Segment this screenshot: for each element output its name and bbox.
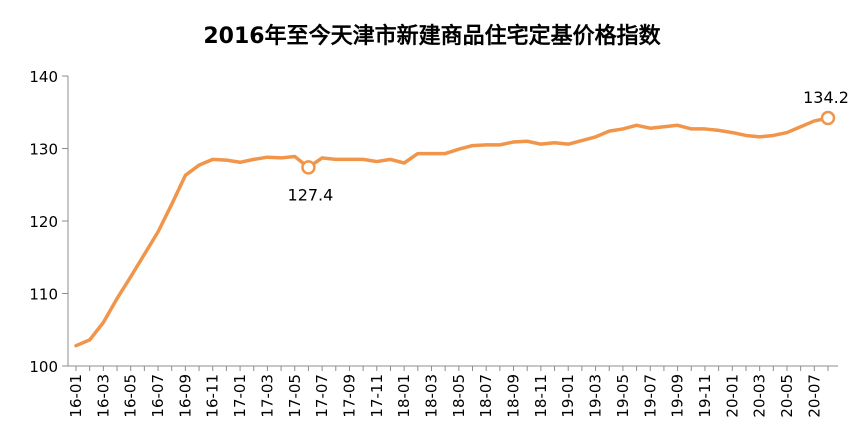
data-point bbox=[745, 134, 747, 136]
data-point bbox=[513, 141, 515, 143]
x-tick-label: 16-07 bbox=[149, 374, 167, 418]
data-point bbox=[472, 145, 474, 147]
data-point bbox=[540, 143, 542, 145]
data-point bbox=[567, 143, 569, 145]
x-tick-label: 17-05 bbox=[286, 374, 304, 418]
data-point bbox=[772, 134, 774, 136]
x-tick-label: 19-01 bbox=[559, 374, 577, 418]
data-point bbox=[239, 161, 241, 163]
data-point bbox=[430, 153, 432, 155]
x-tick-label: 18-05 bbox=[450, 374, 468, 418]
x-tick-label: 18-01 bbox=[395, 374, 413, 418]
data-point bbox=[458, 148, 460, 150]
x-tick-label: 19-05 bbox=[614, 374, 632, 418]
y-axis: 100 110 120 130 140 bbox=[29, 68, 69, 376]
x-tick-label: 16-03 bbox=[94, 374, 112, 418]
data-point bbox=[143, 253, 145, 255]
x-tick-label: 16-01 bbox=[67, 374, 85, 418]
data-point bbox=[403, 162, 405, 164]
data-point bbox=[608, 130, 610, 132]
y-tick-label: 100 bbox=[29, 358, 58, 376]
data-point bbox=[704, 128, 706, 130]
data-point bbox=[786, 132, 788, 134]
data-point bbox=[280, 157, 282, 159]
x-tick-label: 19-03 bbox=[587, 374, 605, 418]
y-tick-label: 130 bbox=[29, 141, 58, 159]
x-tick-label: 16-09 bbox=[176, 374, 194, 418]
data-point bbox=[376, 161, 378, 163]
data-point bbox=[321, 157, 323, 159]
data-point bbox=[266, 156, 268, 158]
x-tick-label: 17-01 bbox=[231, 374, 249, 418]
x-tick-label: 20-07 bbox=[805, 374, 823, 418]
x-tick-label: 18-11 bbox=[532, 374, 550, 418]
y-tick-label: 140 bbox=[29, 68, 58, 86]
data-point bbox=[622, 128, 624, 130]
x-tick-label: 17-09 bbox=[340, 374, 358, 418]
x-tick-label: 17-03 bbox=[258, 374, 276, 418]
data-point bbox=[718, 129, 720, 131]
data-point bbox=[663, 126, 665, 128]
x-tick-label: 18-09 bbox=[505, 374, 523, 418]
x-tick-label: 20-05 bbox=[778, 374, 796, 418]
data-point bbox=[348, 158, 350, 160]
series-line bbox=[74, 116, 830, 348]
data-point bbox=[554, 142, 556, 144]
x-tick-label: 17-07 bbox=[313, 374, 331, 418]
data-point bbox=[212, 158, 214, 160]
x-tick-label: 18-07 bbox=[477, 374, 495, 418]
data-point bbox=[526, 140, 528, 142]
x-tick-label: 17-11 bbox=[368, 374, 386, 418]
x-axis: 16-01 16-03 16-05 16-07 16-09 16-11 17-01 17-03… bbox=[67, 365, 838, 418]
data-point bbox=[581, 140, 583, 142]
data-point bbox=[417, 153, 419, 155]
data-point bbox=[485, 144, 487, 146]
series bbox=[74, 116, 830, 348]
data-point bbox=[444, 153, 446, 155]
data-point bbox=[362, 158, 364, 160]
data-point bbox=[198, 164, 200, 166]
data-point bbox=[102, 322, 104, 323]
data-point bbox=[813, 120, 815, 122]
data-point bbox=[759, 136, 761, 138]
x-tick-label: 19-11 bbox=[696, 374, 714, 418]
x-tick-label: 19-09 bbox=[669, 374, 687, 418]
data-point bbox=[171, 203, 173, 205]
data-point bbox=[800, 126, 802, 128]
data-point bbox=[253, 158, 255, 160]
annotations: 127.4 134.2 bbox=[288, 88, 849, 204]
highlight-marker bbox=[301, 160, 316, 175]
data-point bbox=[595, 136, 597, 138]
data-point bbox=[690, 128, 692, 130]
data-point bbox=[649, 127, 651, 129]
data-point bbox=[130, 276, 132, 278]
x-tick-label: 16-11 bbox=[204, 374, 222, 418]
x-tick-label: 16-05 bbox=[122, 374, 140, 418]
data-point bbox=[225, 159, 227, 161]
x-tick-label: 19-07 bbox=[641, 374, 659, 418]
data-point bbox=[75, 345, 77, 347]
data-point bbox=[335, 158, 337, 160]
highlight-marker bbox=[820, 110, 836, 126]
data-point bbox=[636, 124, 638, 126]
x-tick-label: 20-03 bbox=[751, 374, 769, 418]
data-point bbox=[499, 144, 501, 146]
data-point bbox=[116, 298, 118, 300]
data-point bbox=[677, 124, 679, 126]
data-label: 127.4 bbox=[288, 185, 334, 204]
data-point bbox=[184, 174, 186, 176]
data-point bbox=[89, 339, 91, 341]
data-label: 134.2 bbox=[803, 88, 849, 107]
x-tick-label: 18-03 bbox=[422, 374, 440, 418]
y-tick-label: 120 bbox=[29, 213, 58, 231]
data-point bbox=[731, 132, 733, 134]
data-point bbox=[389, 158, 391, 160]
data-point bbox=[157, 231, 159, 233]
chart-title: 2016年至今天津市新建商品住宅定基价格指数 bbox=[203, 24, 661, 49]
data-point bbox=[294, 155, 296, 157]
y-tick-label: 110 bbox=[29, 286, 58, 304]
x-tick-label: 20-01 bbox=[723, 374, 741, 418]
